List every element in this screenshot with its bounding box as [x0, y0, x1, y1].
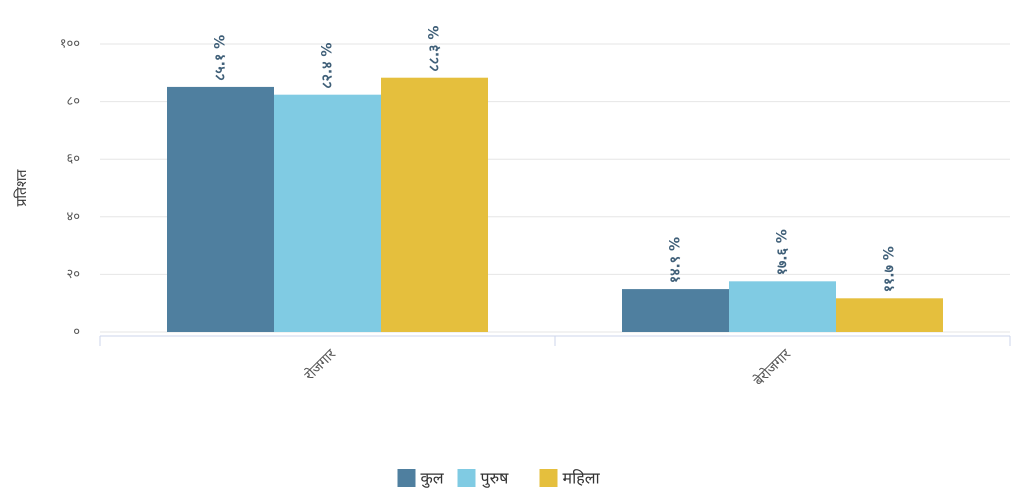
bar [167, 86, 274, 332]
legend-label: पुरुष [481, 469, 510, 489]
data-label: ८२.४ % [320, 43, 336, 89]
legend-swatch [457, 469, 476, 487]
y-axis-label: प्रतिशत [13, 168, 30, 206]
bar [381, 77, 488, 332]
y-tick-label: ८० [66, 94, 80, 109]
legend-label: कुल [421, 469, 445, 489]
y-tick-label: ० [73, 325, 80, 340]
legend-swatch [539, 469, 558, 487]
y-tick-label: २० [66, 267, 80, 282]
legend-swatch [397, 469, 416, 487]
y-tick-label: ४० [66, 209, 80, 224]
data-label: ८८.३ % [427, 26, 443, 72]
bar [622, 289, 729, 332]
data-label: ८५.१ % [213, 35, 229, 81]
data-label: १४.९ % [668, 237, 684, 283]
bar [729, 281, 836, 332]
x-tick-label: रोजगार [301, 345, 339, 383]
legend-label: महिला [563, 469, 601, 488]
bar [836, 298, 943, 332]
bar [274, 94, 381, 332]
x-tick-label: बेरोजगार [750, 345, 794, 389]
data-label: १७.६ % [775, 229, 791, 275]
y-tick-label: १०० [60, 37, 80, 52]
data-label: ११.७ % [882, 246, 898, 292]
y-tick-label: ६० [66, 152, 80, 167]
